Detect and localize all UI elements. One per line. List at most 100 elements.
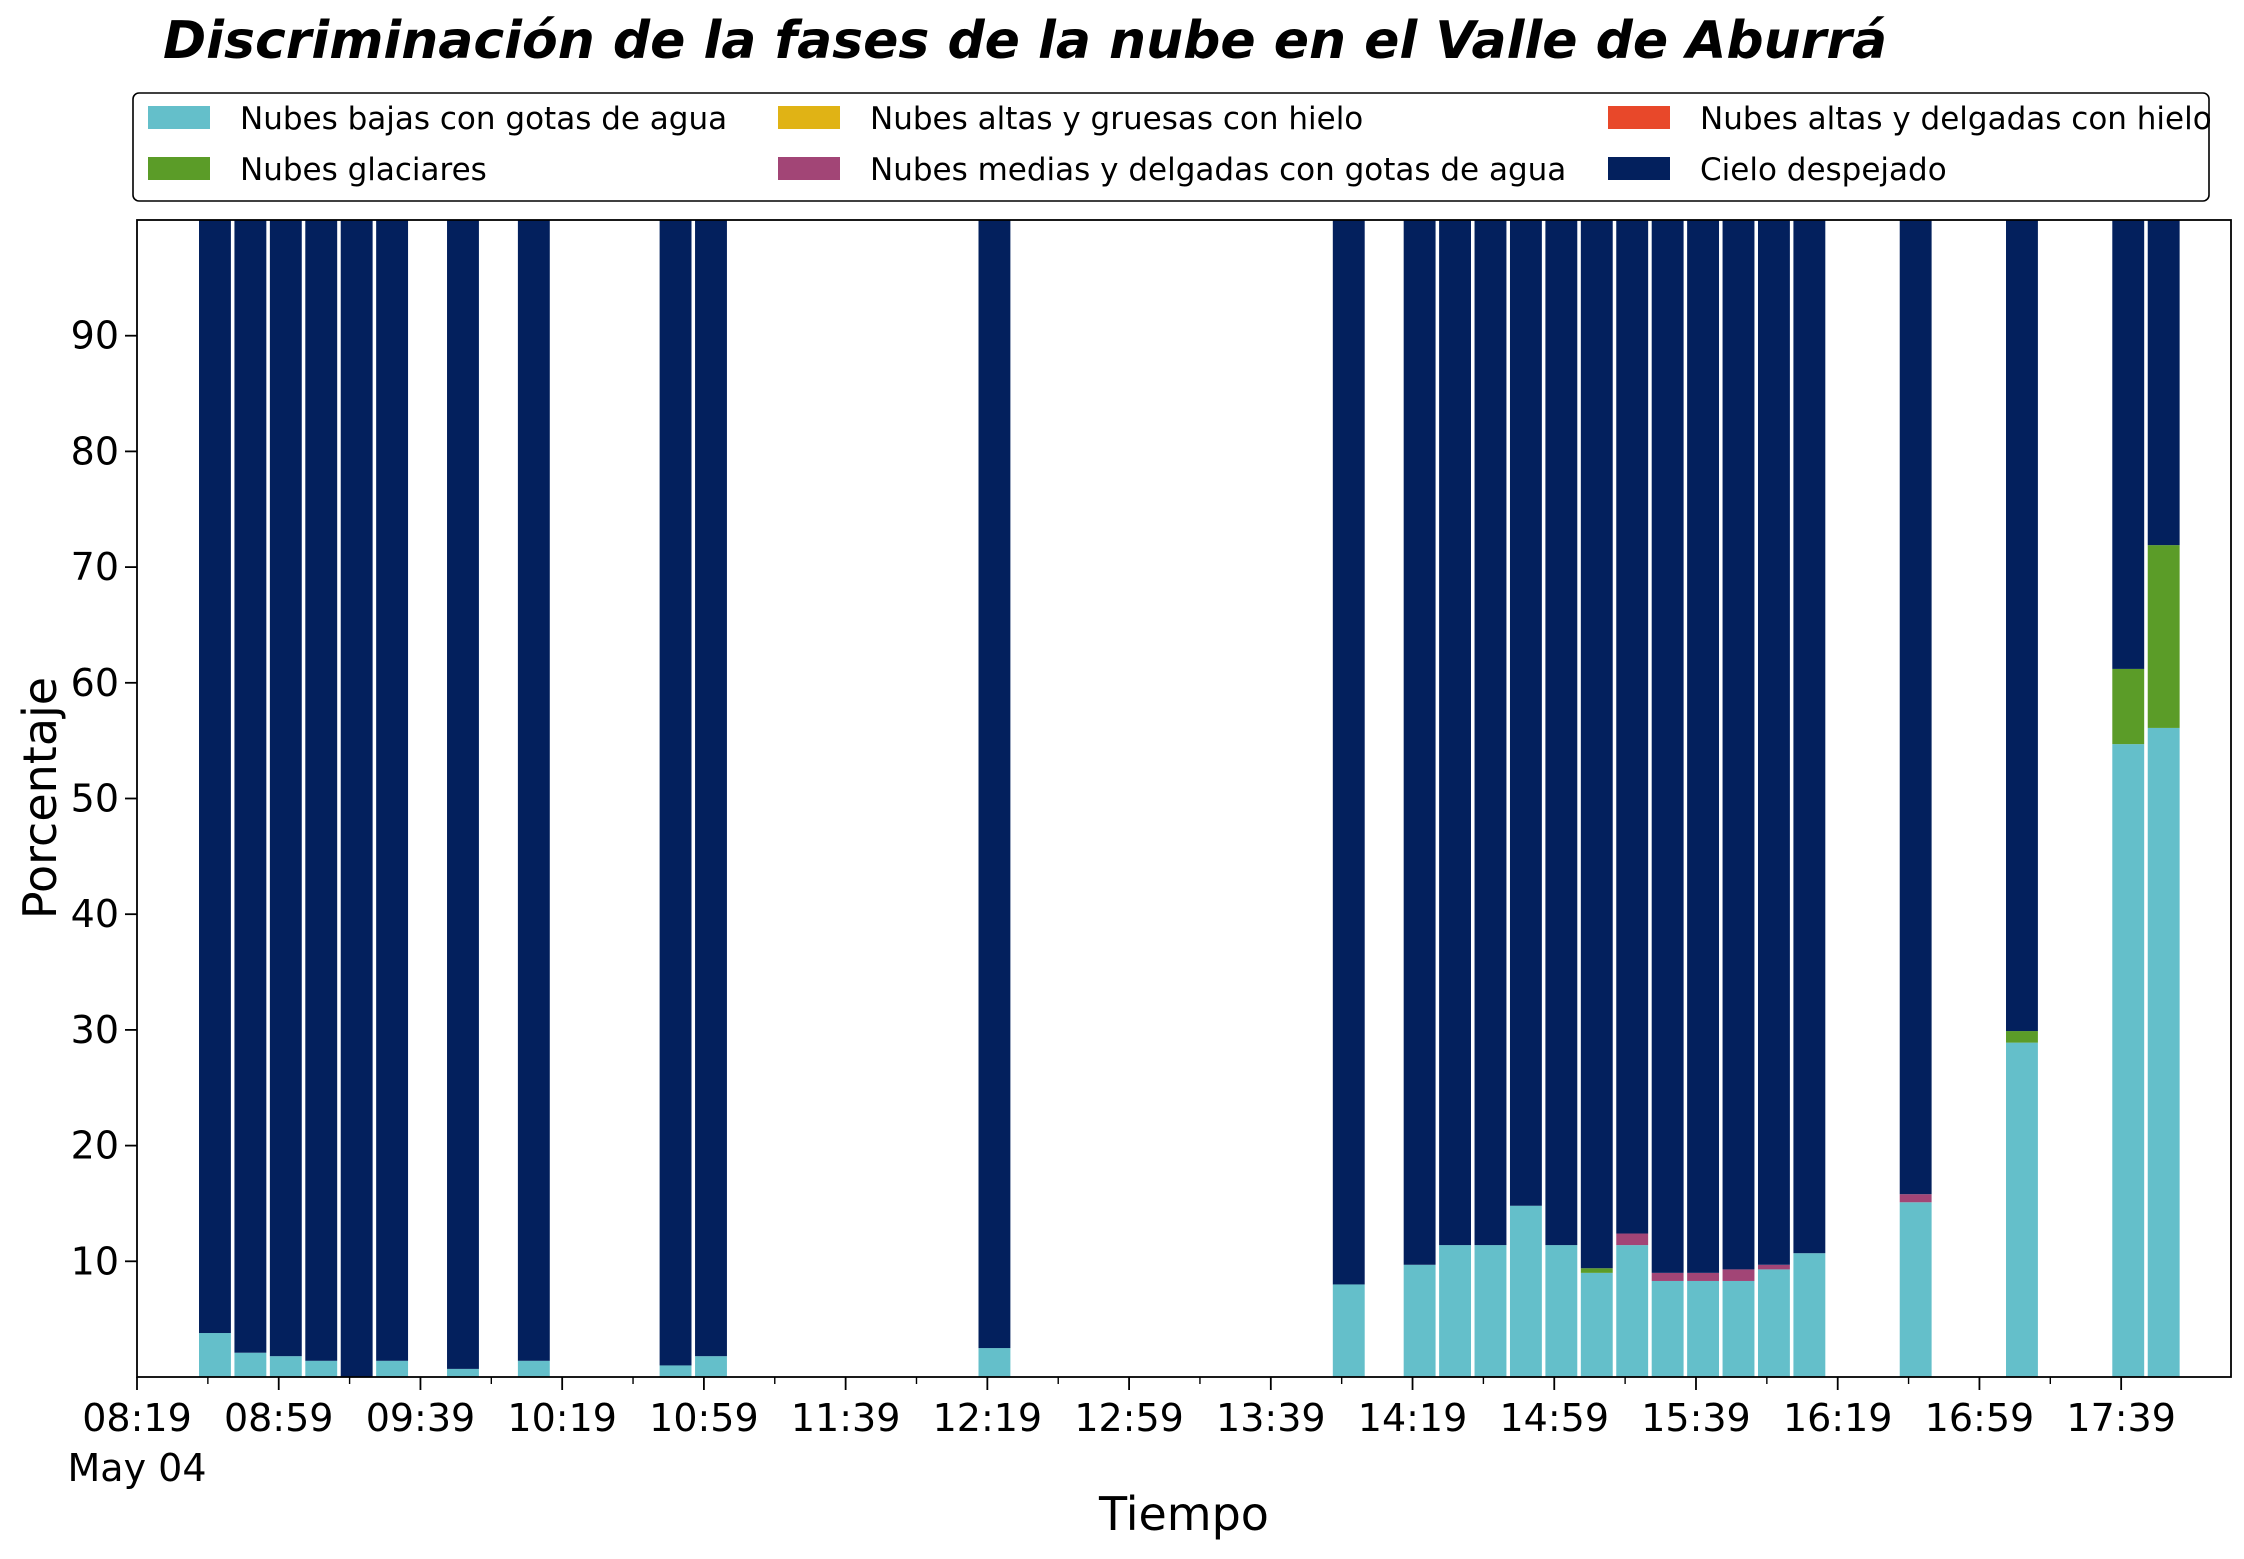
bar-segment-5-11 xyxy=(1332,220,1365,1285)
bar-segment-5-13 xyxy=(1439,220,1471,1246)
y-axis-label: Porcentaje xyxy=(13,677,67,919)
x-tick-label-13: 16:59 xyxy=(1925,1396,2035,1440)
bar-segment-0-16 xyxy=(1545,1245,1578,1377)
bar-segment-0-20 xyxy=(1687,1280,1720,1377)
bar-segment-0-12 xyxy=(1403,1264,1436,1377)
bar-segment-3-22 xyxy=(1757,1264,1790,1270)
bar-segment-0-15 xyxy=(1509,1205,1542,1377)
x-tick-label-12: 16:19 xyxy=(1783,1396,1893,1440)
y-tick-label-7: 80 xyxy=(71,429,119,473)
bar-segment-5-8 xyxy=(659,220,692,1366)
legend-label-1: Nubes glaciares xyxy=(240,152,487,188)
legend-swatch-4 xyxy=(1608,106,1670,129)
bar-segment-0-10 xyxy=(978,1348,1011,1377)
bar-segment-5-24 xyxy=(1899,220,1932,1195)
bar-segment-0-11 xyxy=(1332,1284,1365,1377)
bar-segment-5-27 xyxy=(2147,220,2180,546)
bar-segment-5-10 xyxy=(978,220,1011,1349)
bar-segment-0-25 xyxy=(2006,1042,2038,1377)
legend-label-2: Nubes altas y gruesas con hielo xyxy=(870,101,1363,137)
y-tick-label-8: 90 xyxy=(71,314,119,358)
chart-title: Discriminación de la fases de la nube en… xyxy=(163,11,1887,71)
bar-segment-0-13 xyxy=(1439,1245,1471,1377)
legend-swatch-0 xyxy=(148,106,210,129)
bar-segment-5-9 xyxy=(695,220,727,1357)
bar-segment-0-7 xyxy=(517,1360,550,1377)
bar-segment-5-2 xyxy=(269,220,302,1357)
bar-segment-5-7 xyxy=(517,220,550,1361)
bar-segment-0-23 xyxy=(1793,1253,1826,1377)
bar-segment-1-17 xyxy=(1580,1268,1613,1273)
bar-segment-0-24 xyxy=(1899,1202,1932,1377)
bar-segment-5-0 xyxy=(199,220,231,1334)
x-tick-label-10: 14:59 xyxy=(1500,1396,1610,1440)
bar-segment-5-1 xyxy=(234,220,267,1353)
x-tick-label-3: 10:19 xyxy=(507,1396,617,1440)
bar-segment-0-9 xyxy=(695,1356,727,1377)
bar-segment-0-14 xyxy=(1474,1245,1507,1377)
x-tick-label-5: 11:39 xyxy=(791,1396,901,1440)
bar-segment-5-25 xyxy=(2006,220,2038,1032)
bar-segment-5-16 xyxy=(1545,220,1578,1246)
legend-label-3: Nubes medias y delgadas con gotas de agu… xyxy=(870,152,1566,188)
y-tick-label-6: 70 xyxy=(71,545,119,589)
legend-swatch-3 xyxy=(778,157,840,180)
bar-segment-5-20 xyxy=(1687,220,1720,1273)
x-tick-label-4: 10:59 xyxy=(649,1396,759,1440)
bar-segment-0-27 xyxy=(2147,727,2180,1377)
bar-segment-0-26 xyxy=(2112,744,2145,1377)
bar-segment-5-18 xyxy=(1616,220,1649,1234)
x-tick-label-8: 13:39 xyxy=(1216,1396,1326,1440)
y-tick-label-2: 30 xyxy=(71,1008,119,1052)
bar-segment-0-1 xyxy=(234,1352,267,1377)
x-tick-label-7: 12:59 xyxy=(1074,1396,1184,1440)
legend-swatch-5 xyxy=(1608,157,1670,180)
bar-segment-5-5 xyxy=(376,220,409,1361)
y-tick-label-1: 20 xyxy=(71,1124,119,1168)
legend-box xyxy=(132,92,2210,202)
x-tick-label-14: 17:39 xyxy=(2066,1396,2176,1440)
bar-segment-0-17 xyxy=(1580,1272,1613,1377)
bar-segment-5-19 xyxy=(1651,220,1684,1273)
bars xyxy=(199,220,2180,1377)
bar-segment-1-27 xyxy=(2147,545,2180,728)
bar-segment-0-0 xyxy=(199,1333,231,1377)
legend-swatch-1 xyxy=(148,157,210,180)
bar-segment-3-24 xyxy=(1899,1194,1932,1203)
legend: Nubes bajas con gotas de agua Nubes glaci… xyxy=(132,92,2212,202)
bar-segment-0-22 xyxy=(1757,1269,1790,1377)
legend-label-5: Cielo despejado xyxy=(1700,152,1947,188)
bar-segment-3-19 xyxy=(1651,1272,1684,1281)
bar-segment-5-4 xyxy=(340,220,373,1377)
bar-segment-0-2 xyxy=(269,1356,302,1377)
bar-segment-0-3 xyxy=(305,1360,338,1377)
bar-segment-5-15 xyxy=(1509,220,1542,1206)
y-tick-label-0: 10 xyxy=(71,1239,119,1283)
bar-segment-5-26 xyxy=(2112,220,2145,669)
bar-segment-3-20 xyxy=(1687,1272,1720,1281)
x-tick-label-6: 12:19 xyxy=(933,1396,1043,1440)
legend-swatch-2 xyxy=(778,106,840,129)
x-tick-label-11: 15:39 xyxy=(1641,1396,1751,1440)
x-tick-label-2: 09:39 xyxy=(366,1396,476,1440)
x-date-label: May 04 xyxy=(68,1446,207,1490)
legend-items: Nubes bajas con gotas de agua Nubes glaci… xyxy=(148,101,2212,188)
bar-segment-5-21 xyxy=(1722,220,1755,1270)
bar-segment-3-21 xyxy=(1722,1269,1755,1281)
bar-segment-5-14 xyxy=(1474,220,1507,1246)
bar-segment-0-5 xyxy=(376,1360,409,1377)
x-tick-label-0: 08:19 xyxy=(82,1396,192,1440)
bar-segment-5-23 xyxy=(1793,220,1826,1254)
x-tick-label-9: 14:19 xyxy=(1358,1396,1468,1440)
x-axis-label: Tiempo xyxy=(1098,1487,1269,1541)
y-tick-label-4: 50 xyxy=(71,777,119,821)
bar-segment-0-6 xyxy=(447,1368,479,1377)
bar-segment-0-21 xyxy=(1722,1280,1755,1377)
bar-segment-5-12 xyxy=(1403,220,1436,1265)
y-tick-label-5: 60 xyxy=(71,661,119,705)
y-tick-label-3: 40 xyxy=(71,892,119,936)
bar-segment-1-25 xyxy=(2006,1031,2038,1043)
bar-segment-5-3 xyxy=(305,220,338,1361)
bar-segment-5-22 xyxy=(1757,220,1790,1265)
legend-label-0: Nubes bajas con gotas de agua xyxy=(240,101,727,137)
